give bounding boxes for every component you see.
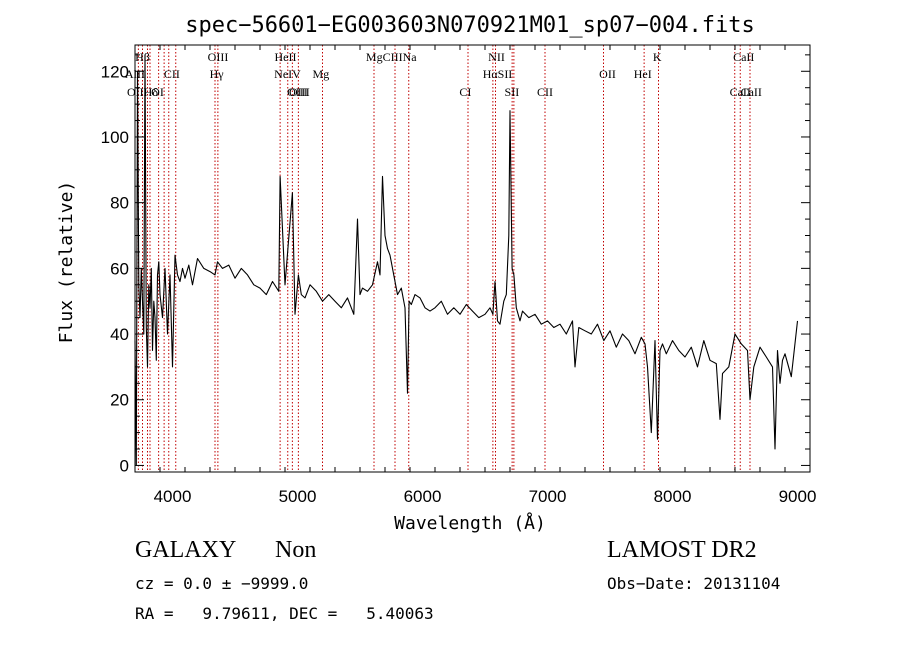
x-axis-label: Wavelength (Å) — [394, 512, 546, 534]
chart-title: spec−56601−EG003603N070921M01_sp07−004.f… — [185, 13, 755, 38]
spectral-line-label: CaII — [733, 50, 754, 64]
spectral-line-label: K — [653, 50, 662, 64]
spectral-line-label: CaII — [730, 85, 751, 99]
spectral-line-label: OI — [151, 85, 164, 99]
survey-label: LAMOST DR2 — [607, 537, 757, 563]
x-tick-label: 8000 — [654, 487, 692, 506]
obs-date-line: Obs−Date: 20131104 — [607, 574, 781, 593]
subclass-label: Non — [275, 537, 317, 563]
flux-line — [134, 54, 799, 466]
spectral-line-label: NII — [488, 50, 505, 64]
spectral-line-label: OIII — [208, 50, 229, 64]
spectral-line-label: HeII — [275, 50, 297, 64]
spectral-line-label: Mg — [313, 67, 330, 81]
x-tick-label: 6000 — [404, 487, 442, 506]
spectral-line-label: CII — [537, 85, 553, 99]
spectral-line-label: OII — [599, 67, 616, 81]
spectral-line-label: MgCIIINa — [366, 50, 417, 64]
y-tick-label: 40 — [110, 325, 129, 344]
x-axis: 4000 5000 6000 7000 8000 9000 — [134, 45, 817, 506]
y-tick-label: 120 — [101, 62, 129, 81]
y-tick-label: 100 — [101, 128, 129, 147]
spectral-line-label: HαSII — [483, 67, 513, 81]
spectral-line-label: HeI — [634, 67, 652, 81]
y-axis-label: Flux (relative) — [56, 181, 77, 344]
spectral-line-label: CaII — [741, 85, 762, 99]
spectral-line-label: NeIV — [274, 67, 301, 81]
x-tick-label: 7000 — [529, 487, 567, 506]
coordinates-line: RA = 9.79611, DEC = 5.40063 — [135, 604, 434, 623]
x-tick-label: 4000 — [154, 487, 192, 506]
flux-series — [134, 54, 799, 466]
y-tick-label: 60 — [110, 259, 129, 278]
spectral-line-label: Hβ — [135, 50, 150, 64]
spectral-line-label: CI — [459, 85, 471, 99]
class-label: GALAXY — [135, 537, 237, 563]
redshift-line: cz = 0.0 ± −9999.0 — [135, 574, 309, 593]
y-tick-label: 20 — [110, 391, 129, 410]
y-tick-label: 0 — [120, 456, 129, 475]
x-tick-label: 5000 — [279, 487, 317, 506]
spectral-line-label: Hγ — [210, 67, 225, 81]
spectral-line-label: SII — [505, 85, 520, 99]
y-axis: 0 20 40 60 80 100 120 — [101, 54, 810, 475]
x-tick-label: 9000 — [779, 487, 817, 506]
y-tick-label: 80 — [110, 194, 129, 213]
spectral-line-label: OIII — [289, 85, 310, 99]
plot-frame — [134, 44, 811, 473]
spectral-line-label: OIII — [287, 85, 308, 99]
spectral-line-label: CII — [164, 67, 180, 81]
